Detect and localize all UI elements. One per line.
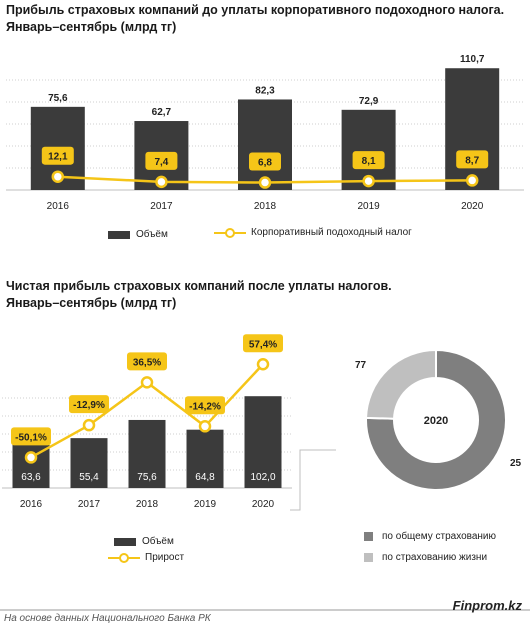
growth-label-box bbox=[69, 395, 109, 414]
point-growth bbox=[24, 451, 38, 464]
tax-value-label: 12,1 bbox=[48, 152, 68, 163]
tax-label-box bbox=[145, 151, 178, 170]
legend-line-swatch bbox=[214, 227, 246, 238]
donut-value-label: 25 bbox=[510, 458, 522, 469]
tax-value-label: 6,8 bbox=[258, 158, 272, 169]
bar-volume bbox=[244, 396, 282, 488]
bar-volume bbox=[238, 99, 292, 190]
connector-line bbox=[290, 449, 336, 511]
x-tick-label: 2020 bbox=[461, 201, 484, 212]
growth-value-label: -50,1% bbox=[15, 432, 47, 443]
bar-volume bbox=[70, 438, 108, 488]
bar-value-label: 75,6 bbox=[48, 93, 68, 104]
x-tick-label: 2016 bbox=[20, 499, 43, 510]
tax-label-box bbox=[352, 151, 385, 170]
growth-value-label: 36,5% bbox=[133, 357, 161, 368]
bar-value-label: 64,8 bbox=[195, 472, 215, 483]
growth-label-box bbox=[185, 396, 225, 415]
bar-volume bbox=[128, 419, 166, 488]
bar-value-label: 75,6 bbox=[137, 472, 157, 483]
tax-value-label: 8,7 bbox=[465, 155, 479, 166]
brand-logo: Finprom.kz bbox=[452, 598, 522, 613]
legend-bottom-growth-label: Прирост bbox=[145, 552, 185, 563]
bar-value-label: 110,7 bbox=[460, 54, 485, 65]
top-chart-subtitle: Январь–сентябрь (млрд тг) bbox=[6, 20, 177, 34]
point-growth bbox=[256, 358, 270, 371]
growth-label-box bbox=[127, 352, 167, 371]
tax-label-box bbox=[249, 152, 281, 171]
bar-value-label: 72,9 bbox=[359, 96, 379, 107]
legend-top-volume: Объём bbox=[108, 229, 168, 240]
legend-pie-life-label: по страхованию жизни bbox=[382, 552, 488, 563]
legend-top-tax: Корпоративный подоходный налог bbox=[214, 227, 412, 238]
legend-bar-swatch bbox=[108, 230, 130, 239]
bottom-chart-subtitle: Январь–сентябрь (млрд тг) bbox=[6, 296, 177, 310]
bar-value-label: 62,7 bbox=[152, 107, 172, 118]
tax-value-label: 7,4 bbox=[154, 157, 168, 168]
legend-bar-swatch bbox=[114, 537, 136, 546]
source-note: На основе данных Национального Банка РК bbox=[4, 613, 211, 624]
top-chart-title: Прибыль страховых компаний до уплаты кор… bbox=[6, 3, 505, 17]
legend-swatch-life bbox=[364, 553, 373, 562]
bar-volume bbox=[445, 68, 500, 190]
growth-value-label: -14,2% bbox=[189, 401, 221, 412]
bar-value-label: 55,4 bbox=[79, 472, 99, 483]
bar-value-label: 102,0 bbox=[250, 472, 275, 483]
legend-swatch-general bbox=[364, 532, 373, 541]
bar-value-label: 82,3 bbox=[255, 85, 275, 96]
growth-label-box bbox=[11, 427, 51, 446]
legend-bottom-growth: Прирост bbox=[108, 552, 184, 563]
growth-label-box bbox=[243, 334, 283, 353]
legend-pie-life: по страхованию жизни bbox=[364, 552, 487, 563]
donut-value-label: 77 bbox=[355, 360, 367, 371]
legend-top-volume-label: Объём bbox=[136, 229, 168, 240]
point-growth bbox=[198, 420, 212, 433]
x-tick-label: 2016 bbox=[47, 201, 70, 212]
point-growth bbox=[82, 418, 96, 432]
bottom-chart-title: Чистая прибыль страховых компаний после … bbox=[6, 279, 392, 293]
legend-bottom-volume-label: Объём bbox=[142, 536, 174, 547]
point-tax bbox=[155, 175, 168, 189]
x-tick-label: 2020 bbox=[252, 499, 275, 510]
x-tick-label: 2018 bbox=[254, 201, 277, 212]
tax-label-box bbox=[41, 146, 74, 165]
legend-line-swatch bbox=[108, 552, 140, 563]
x-tick-label: 2017 bbox=[150, 201, 173, 212]
x-tick-label: 2019 bbox=[194, 499, 217, 510]
tax-label-box bbox=[456, 150, 489, 169]
point-tax bbox=[465, 174, 479, 187]
point-tax bbox=[258, 176, 272, 189]
donut-center-label: 2020 bbox=[424, 415, 448, 427]
legend-top-tax-label: Корпоративный подоходный налог bbox=[251, 227, 412, 238]
tax-value-label: 8,1 bbox=[362, 156, 376, 167]
bar-value-label: 63,6 bbox=[21, 472, 41, 483]
x-tick-label: 2017 bbox=[78, 499, 101, 510]
point-growth bbox=[140, 376, 154, 389]
legend-bottom-volume: Объём bbox=[114, 536, 174, 547]
legend-pie-general: по общему страхованию bbox=[364, 531, 496, 542]
legend-pie-general-label: по общему страхованию bbox=[382, 531, 497, 542]
donut-slice-life bbox=[365, 348, 437, 420]
x-tick-label: 2018 bbox=[136, 499, 159, 510]
growth-value-label: -12,9% bbox=[73, 400, 105, 411]
donut-slice-general bbox=[365, 348, 507, 491]
x-tick-label: 2019 bbox=[357, 201, 380, 212]
bar-volume bbox=[186, 429, 224, 488]
point-tax bbox=[362, 174, 375, 188]
point-tax bbox=[51, 170, 65, 183]
growth-value-label: 57,4% bbox=[249, 339, 277, 350]
